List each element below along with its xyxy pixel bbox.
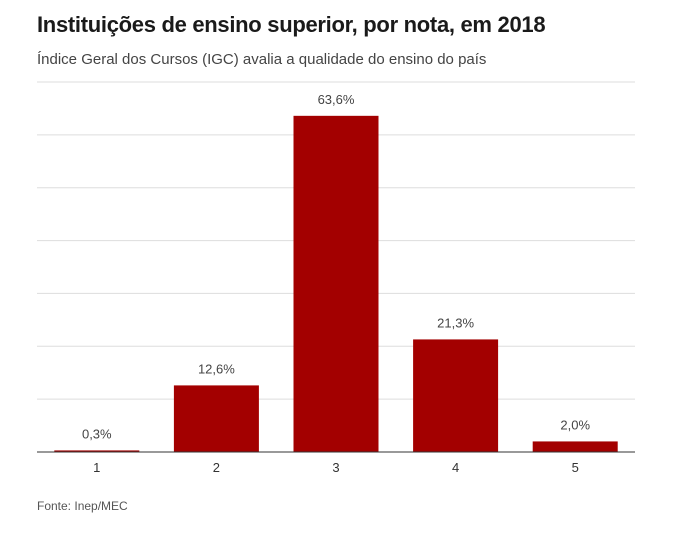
x-axis: 1 2 3 4 5	[37, 451, 635, 475]
bars	[54, 115, 618, 452]
chart-title: Instituições de ensino superior, por not…	[37, 12, 546, 37]
data-label-2: 12,6%	[198, 361, 235, 376]
bar-5	[532, 441, 618, 452]
bar-2	[173, 385, 259, 452]
x-tick-label-2: 2	[213, 460, 220, 475]
data-labels: 0,3% 12,6% 63,6% 21,3% 2,0%	[82, 92, 590, 442]
x-tick-label-5: 5	[572, 460, 579, 475]
x-tick-label-4: 4	[452, 460, 459, 475]
data-label-5: 2,0%	[560, 417, 590, 432]
x-tick-label-3: 3	[332, 460, 339, 475]
data-label-4: 21,3%	[437, 315, 474, 330]
data-label-1: 0,3%	[82, 426, 112, 441]
data-label-3: 63,6%	[318, 92, 355, 107]
chart-subtitle: Índice Geral dos Cursos (IGC) avalia a q…	[37, 51, 487, 68]
bar-4	[413, 339, 499, 452]
bar-3	[293, 115, 379, 452]
source-note: Fonte: Inep/MEC	[37, 499, 128, 513]
x-tick-label-1: 1	[93, 460, 100, 475]
bar-1	[54, 450, 140, 452]
